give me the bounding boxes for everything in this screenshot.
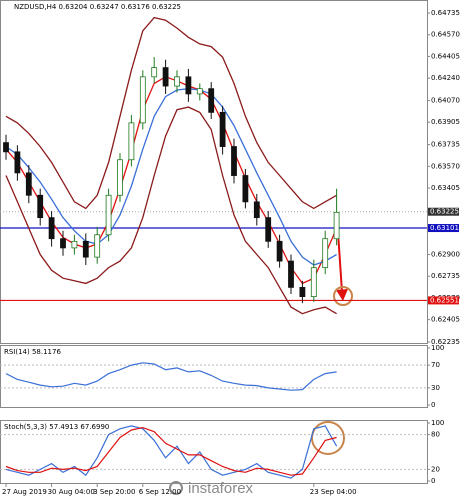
y-tick-label: 0.64735 <box>431 9 460 17</box>
candle-body <box>25 172 32 196</box>
candle-body <box>310 267 317 297</box>
highlight-circle <box>311 421 345 455</box>
y-tick-label: 70 <box>431 361 440 369</box>
x-tick-label: 27 Aug 2019 <box>2 488 47 496</box>
y-tick-label: 0 <box>431 401 435 409</box>
y-tick-label: 0.64070 <box>431 97 460 105</box>
y-tick-label: 20 <box>431 465 440 473</box>
level-label: 0.63101 <box>430 224 459 232</box>
candle-body <box>333 211 340 240</box>
y-tick-label: 0.62405 <box>431 316 460 324</box>
y-tick-label: 100 <box>431 344 444 352</box>
candle-body <box>3 142 9 153</box>
series-line <box>5 425 338 479</box>
candle-body <box>48 217 55 240</box>
x-tick-label: 23 Sep 04:00 <box>310 488 357 496</box>
y-tick-label: 0.63570 <box>431 162 460 170</box>
arrow-shaft <box>337 231 343 293</box>
candle-body <box>288 260 294 288</box>
candle-body <box>174 76 180 87</box>
y-tick-label: 0.64405 <box>431 52 460 60</box>
candle-body <box>60 238 66 249</box>
stoch-title: Stoch(5,3,3) 57.4913 67.6990 <box>4 423 109 431</box>
y-tick-label: 0.64570 <box>431 31 460 39</box>
y-tick-label: 0.62900 <box>431 250 460 258</box>
arrow-head <box>336 289 348 301</box>
candle-body <box>37 194 44 219</box>
x-tick-label: 30 Aug 04:00 <box>48 488 95 496</box>
y-tick-label: 0 <box>431 477 435 485</box>
candle-body <box>242 175 249 203</box>
candle-body <box>151 67 158 78</box>
indicator-line <box>5 106 337 315</box>
candle-body <box>128 122 135 161</box>
level-label: 0.62551 <box>430 296 459 304</box>
y-tick-label: 0.62235 <box>431 338 460 346</box>
candle-body <box>265 217 272 242</box>
candle-body <box>14 151 21 174</box>
level-label-box <box>428 296 459 305</box>
candle-body <box>219 111 226 147</box>
candle-body <box>299 286 306 297</box>
x-tick-label: 3 Sep 20:00 <box>93 488 135 496</box>
y-tick-label: 0.63735 <box>431 141 460 149</box>
y-tick-label: 100 <box>431 419 444 427</box>
indicator-line <box>5 16 337 210</box>
logo <box>169 481 183 495</box>
candle-body <box>94 234 101 258</box>
candle-body <box>253 201 260 219</box>
last-price-box <box>428 207 459 216</box>
highlight-circle <box>333 286 353 306</box>
y-tick-label: 0.64240 <box>431 74 460 82</box>
candle-body <box>139 76 146 124</box>
chart-title: NZDUSD,H4 0.63204 0.63247 0.63176 0.6322… <box>14 3 181 11</box>
candle-body <box>196 88 203 95</box>
candle-body <box>276 240 283 262</box>
y-tick-label: 80 <box>431 431 440 439</box>
candle-body <box>82 240 89 258</box>
last-price-label: 0.63225 <box>430 208 459 216</box>
series-line <box>5 362 337 391</box>
candle-body <box>71 240 78 249</box>
level-label-box <box>428 224 459 233</box>
rsi-panel <box>0 345 428 408</box>
annotations <box>311 231 353 455</box>
indicator-line <box>5 88 337 266</box>
watermark: instaforex <box>188 480 254 497</box>
rsi-title: RSI(14) 58.1176 <box>4 348 61 356</box>
series-line <box>5 426 337 476</box>
candle-body <box>185 76 192 95</box>
candle-body <box>117 159 123 196</box>
y-tick-label: 0.63905 <box>431 118 460 126</box>
stoch-panel <box>0 420 428 484</box>
candle-body <box>231 146 237 176</box>
indicator-line <box>5 76 338 285</box>
candle-body <box>208 88 215 113</box>
watermark-logo: instaforex <box>169 480 254 497</box>
y-tick-label: 0.63405 <box>431 184 460 192</box>
candle-body <box>322 238 329 269</box>
main-panel <box>0 0 428 344</box>
y-tick-label: 30 <box>431 384 440 392</box>
y-tick-label: 0.62735 <box>431 272 460 280</box>
candle-body <box>162 67 169 87</box>
x-tick-label: 6 Sep 12:00 <box>139 488 181 496</box>
candle-body <box>105 194 112 236</box>
